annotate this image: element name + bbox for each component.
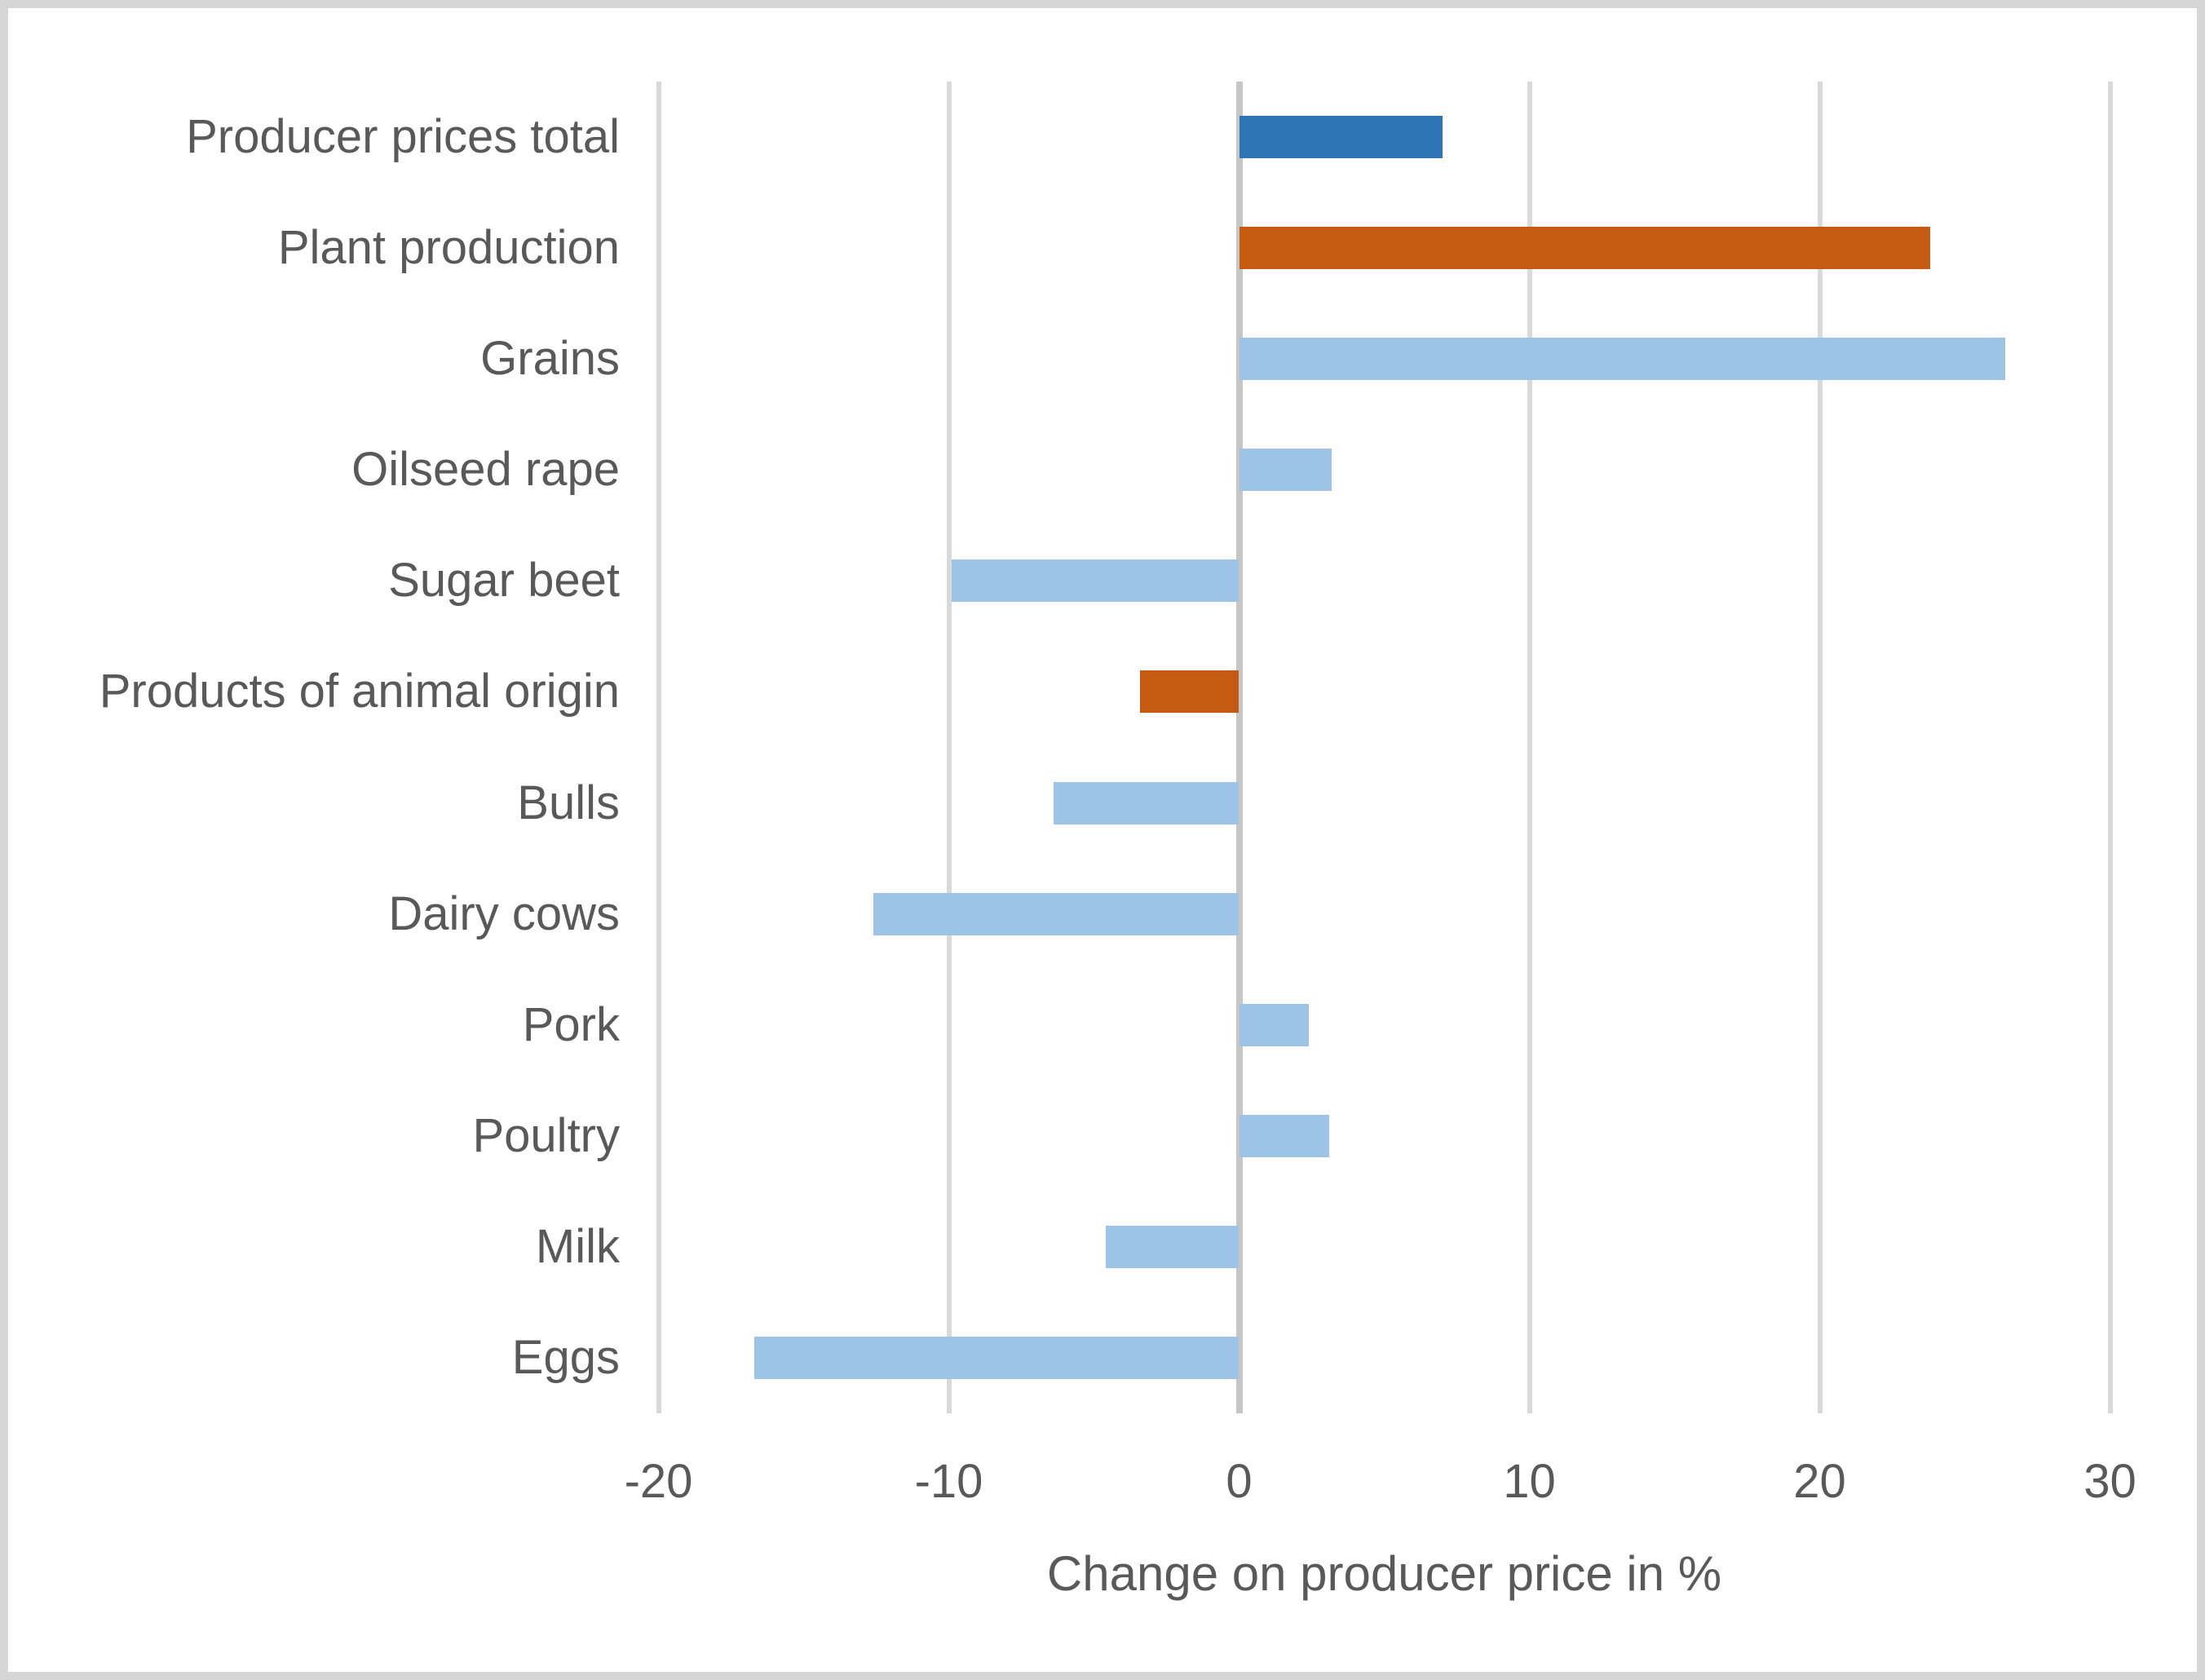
plot-area: -20 -10 0 10 20 30 Producer prices total Plant … (8, 8, 2197, 1672)
category-label: Bulls (517, 776, 620, 829)
bar-products-of-animal-origin (1140, 670, 1239, 714)
x-tick-label: 30 (2083, 1455, 2137, 1508)
bar-grains (1239, 338, 2006, 381)
category-label: Poultry (472, 1108, 620, 1162)
bar-oilseed-rape (1239, 449, 1332, 492)
gridline (2107, 82, 2113, 1413)
x-tick-label: 20 (1793, 1455, 1846, 1508)
category-label: Eggs (511, 1330, 620, 1384)
x-tick-label: -10 (914, 1455, 983, 1508)
bar-poultry (1239, 1114, 1329, 1157)
category-label: Plant production (277, 221, 620, 275)
category-label: Products of animal origin (99, 665, 620, 718)
bar-bulls (1053, 781, 1239, 825)
bar-milk (1105, 1225, 1239, 1268)
category-label: Oilseed rape (351, 443, 620, 497)
x-tick-label: 10 (1503, 1455, 1556, 1508)
category-label: Dairy cows (388, 886, 620, 940)
zero-axis-line (1235, 82, 1243, 1413)
gridline (1527, 82, 1532, 1413)
category-label: Grains (480, 332, 620, 386)
gridline (946, 82, 952, 1413)
category-label: Producer prices total (186, 110, 620, 164)
x-tick-label: 0 (1226, 1455, 1253, 1508)
category-label: Milk (535, 1219, 620, 1273)
x-tick-label: -20 (624, 1455, 693, 1508)
x-axis-title: Change on producer price in % (1046, 1546, 1722, 1601)
gridline (1817, 82, 1823, 1413)
bar-plant-production (1239, 227, 1930, 270)
bar-dairy-cows (873, 892, 1239, 935)
bar-producer-prices-total (1239, 116, 1443, 159)
gridline (656, 82, 661, 1413)
bar-pork (1239, 1003, 1309, 1046)
category-label: Sugar beet (388, 554, 620, 608)
category-label: Pork (522, 997, 620, 1051)
bar-eggs (753, 1336, 1239, 1379)
bar-sugar-beet (952, 559, 1239, 603)
